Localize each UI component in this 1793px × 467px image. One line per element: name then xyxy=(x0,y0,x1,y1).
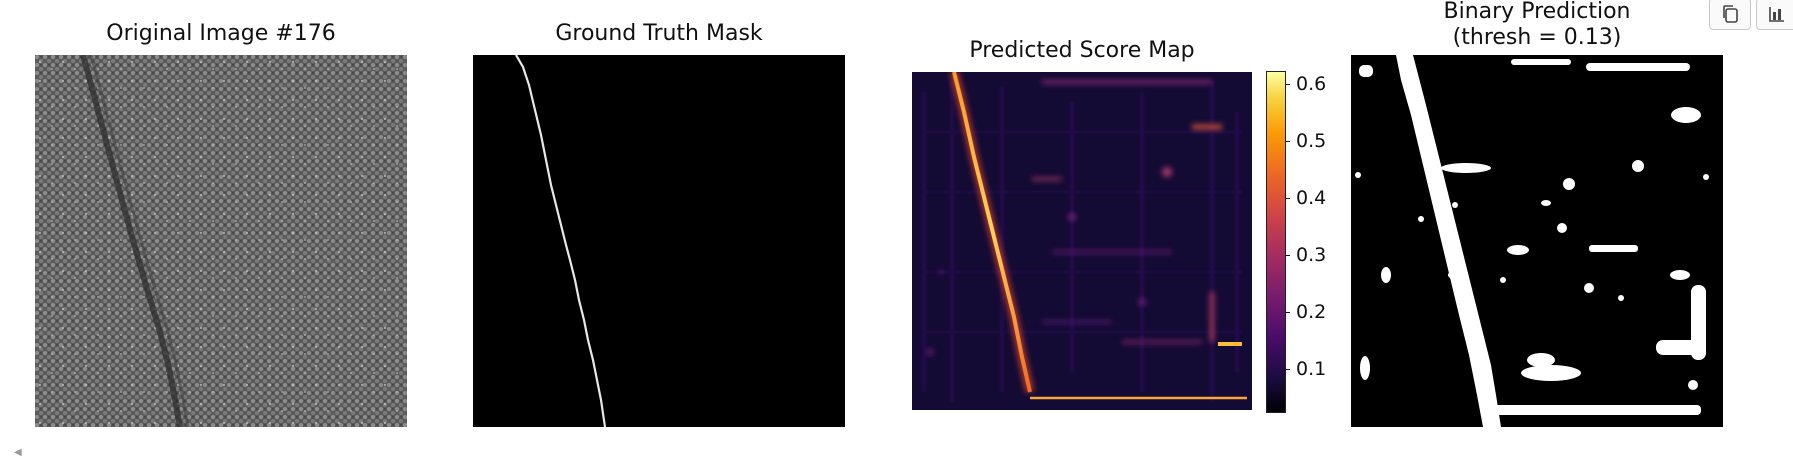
colorbar-tick-label: 0.5 xyxy=(1296,130,1327,152)
colorbar xyxy=(1266,71,1286,413)
colorbar-tick xyxy=(1285,198,1290,199)
copy-icon xyxy=(1723,5,1738,23)
bar-chart-icon xyxy=(1769,7,1784,22)
copy-button[interactable] xyxy=(1709,0,1751,30)
chart-button[interactable] xyxy=(1756,0,1793,30)
colorbar-tick xyxy=(1285,255,1290,256)
scroll-left-arrow-icon[interactable]: ◀ xyxy=(14,447,22,458)
colorbar-tick-label: 0.1 xyxy=(1296,358,1327,380)
score-map-title: Predicted Score Map xyxy=(969,38,1195,63)
original-image-title: Original Image #176 xyxy=(106,21,336,46)
colorbar-tick xyxy=(1285,141,1290,142)
binary-prediction-image xyxy=(1351,55,1723,427)
ground-truth-mask xyxy=(473,55,845,427)
binary-prediction-title: Binary Prediction (thresh = 0.13) xyxy=(1443,0,1631,50)
ground-truth-title: Ground Truth Mask xyxy=(555,21,763,46)
colorbar-tick xyxy=(1285,369,1290,370)
colorbar-tick xyxy=(1285,312,1290,313)
original-image xyxy=(35,55,407,427)
colorbar-tick-label: 0.2 xyxy=(1296,301,1327,323)
colorbar-tick-label: 0.4 xyxy=(1296,187,1327,209)
colorbar-tick xyxy=(1285,84,1290,85)
score-map-image xyxy=(912,72,1252,410)
colorbar-tick-label: 0.3 xyxy=(1296,244,1327,266)
colorbar-tick-label: 0.6 xyxy=(1296,73,1327,95)
